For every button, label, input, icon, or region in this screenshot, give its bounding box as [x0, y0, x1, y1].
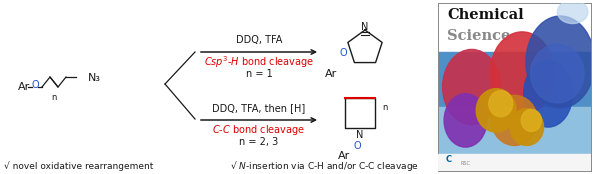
- Text: RSC: RSC: [461, 160, 471, 165]
- Bar: [438, 52, 591, 157]
- Text: Ar: Ar: [325, 69, 337, 79]
- Text: O: O: [31, 80, 39, 90]
- Text: n = 2, 3: n = 2, 3: [239, 137, 278, 147]
- Text: √ novel oxidative rearrangement: √ novel oxidative rearrangement: [4, 161, 154, 171]
- Ellipse shape: [443, 49, 501, 125]
- Ellipse shape: [489, 91, 512, 117]
- Ellipse shape: [444, 94, 487, 147]
- Text: O: O: [339, 48, 347, 58]
- Text: Chemical: Chemical: [447, 8, 524, 22]
- Ellipse shape: [476, 89, 516, 132]
- Ellipse shape: [557, 0, 588, 23]
- Text: DDQ, TFA, then [H]: DDQ, TFA, then [H]: [212, 103, 305, 113]
- Text: C: C: [446, 155, 452, 164]
- Text: DDQ, TFA: DDQ, TFA: [236, 35, 282, 45]
- Text: n: n: [382, 104, 388, 113]
- Text: $\it{Csp^3}$-$\it{H}$ bond cleavage: $\it{Csp^3}$-$\it{H}$ bond cleavage: [204, 54, 314, 70]
- Text: $\it{C}$-$\it{C}$ bond cleavage: $\it{C}$-$\it{C}$ bond cleavage: [212, 123, 305, 137]
- Ellipse shape: [524, 60, 572, 127]
- Text: N: N: [361, 22, 368, 32]
- Bar: [438, 3, 591, 54]
- Ellipse shape: [491, 95, 538, 145]
- Bar: [438, 107, 591, 157]
- Bar: [438, 154, 591, 171]
- Ellipse shape: [526, 16, 595, 108]
- Text: Science: Science: [447, 29, 511, 43]
- Ellipse shape: [510, 109, 544, 145]
- Text: N₃: N₃: [88, 73, 101, 83]
- Text: Ar: Ar: [338, 151, 350, 161]
- Text: √ $\it{N}$-insertion via C-H and/or C-C cleavage: √ $\it{N}$-insertion via C-H and/or C-C …: [230, 159, 419, 173]
- Text: N: N: [356, 130, 364, 140]
- Text: n = 1: n = 1: [245, 69, 272, 79]
- Ellipse shape: [490, 32, 554, 115]
- Ellipse shape: [521, 109, 541, 131]
- Ellipse shape: [530, 44, 584, 103]
- Text: Ar: Ar: [18, 82, 30, 92]
- Text: n: n: [52, 93, 56, 101]
- Text: O: O: [353, 141, 361, 151]
